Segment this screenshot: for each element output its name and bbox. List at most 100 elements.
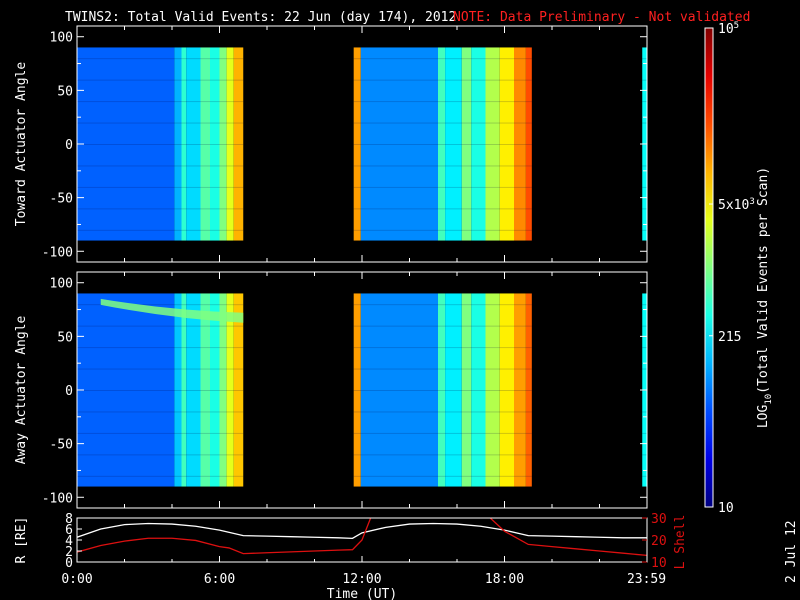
y-tick-label: 4	[65, 534, 73, 549]
heatmap-column	[445, 47, 462, 241]
heatmap-column	[353, 293, 361, 487]
x-tick-label: 12:00	[342, 572, 381, 587]
heatmap-striation	[77, 229, 244, 231]
heatmap-column	[77, 47, 175, 241]
lshell-line	[77, 518, 647, 557]
heatmap-striation	[77, 144, 244, 145]
colorbar-tick-label: 5x103	[718, 197, 755, 213]
heatmap-column	[174, 47, 182, 241]
colorbar-tick-label: 105	[718, 21, 739, 37]
heatmap-column	[461, 293, 472, 487]
heatmap-striation	[353, 475, 532, 477]
heatmap-striation	[77, 390, 244, 391]
heatmap-column	[514, 293, 526, 487]
x-tick-label: 23:59	[627, 572, 666, 587]
heatmap-column	[445, 293, 462, 487]
heatmap-column	[499, 47, 514, 241]
heatmap-striation	[642, 101, 647, 103]
heatmap-striation	[642, 454, 647, 456]
heatmap-striation	[353, 454, 532, 456]
heatmap-column	[226, 47, 234, 241]
heatmap-striation	[77, 411, 244, 413]
heatmap-striation	[642, 122, 647, 124]
heatmap-striation	[77, 432, 244, 434]
colorbar-tick-exponent: 5	[734, 21, 739, 31]
heatmap-striation	[77, 475, 244, 477]
heatmap-column	[219, 293, 227, 487]
colorbar-label-sub: 10	[764, 394, 774, 405]
colorbar-label-main: LOG	[756, 405, 771, 429]
heatmap-column	[438, 293, 446, 487]
heatmap-column	[174, 293, 182, 487]
toward-heatmap-panel: 100 50 0 -50 -100 Toward Actuator Angle	[14, 25, 648, 263]
heatmap-striation	[353, 58, 532, 60]
colorbar-tick-exponent: 3	[749, 197, 754, 207]
heatmap-striation	[353, 101, 532, 103]
x-tick-label: 6:00	[204, 572, 235, 587]
heatmap-column	[485, 293, 500, 487]
heatmap-striation	[642, 475, 647, 477]
heatmap-striation	[642, 79, 647, 81]
heatmap-column	[200, 293, 210, 487]
header: TWINS2: Total Valid Events: 22 Jun (day …	[65, 10, 750, 25]
heatmap-striation	[353, 304, 532, 306]
heatmap-striation	[642, 208, 647, 210]
y-tick-label: 6	[65, 523, 73, 538]
y-tick-label: 0	[65, 138, 73, 153]
heatmap-striation	[642, 368, 647, 370]
y-tick-label: -100	[42, 491, 73, 506]
y-tick-label: 8	[65, 512, 73, 527]
y-tick-label: 2	[65, 545, 73, 560]
heatmap-column	[181, 47, 187, 241]
heatmap-striation	[642, 347, 647, 349]
colorbar-gradient	[705, 28, 713, 507]
x-tick-label: 0:00	[61, 572, 92, 587]
heatmap-column	[219, 47, 227, 241]
colorbar-label-rest: (Total Valid Events per Scan)	[756, 167, 771, 394]
heatmap-striation	[353, 208, 532, 210]
heatmap-striation	[353, 165, 532, 167]
y2-tick-label: 20	[651, 534, 667, 549]
heatmap-striation	[353, 186, 532, 188]
heatmap-column	[485, 47, 500, 241]
heatmap-column	[461, 47, 472, 241]
heatmap-striation	[77, 454, 244, 456]
colorbar-tick-label: 215	[718, 330, 741, 345]
y2-tick-label: 10	[651, 556, 667, 571]
y-tick-label: 100	[50, 31, 73, 46]
heatmap-striation	[353, 432, 532, 434]
away-heatmap-panel: 100 50 0 -50 -100 Away Actuator Angle	[14, 271, 648, 509]
heatmap-column	[438, 47, 446, 241]
y-tick-label: 50	[57, 330, 73, 345]
heatmap-striation	[77, 58, 244, 60]
colorbar-label: LOG10(Total Valid Events per Scan)	[756, 167, 774, 428]
heatmap-striation	[77, 186, 244, 188]
heatmap-column	[525, 47, 532, 241]
heatmap-striation	[77, 368, 244, 370]
heatmap-striation	[642, 186, 647, 188]
heatmap-striation	[642, 325, 647, 327]
orbit-lines	[77, 518, 647, 557]
chart-title: TWINS2: Total Valid Events: 22 Jun (day …	[65, 10, 456, 25]
y-tick-label: 50	[57, 84, 73, 99]
y-tick-label: 100	[50, 277, 73, 292]
heatmap-striation	[642, 411, 647, 413]
heatmap-striation	[353, 347, 532, 349]
heatmap-striation	[353, 79, 532, 81]
heatmap-column	[514, 47, 526, 241]
y-axis-label: Toward Actuator Angle	[14, 62, 29, 227]
y-tick-label: -50	[50, 438, 73, 453]
y-tick-label: 0	[65, 384, 73, 399]
colorbar: 10 215 5x103 105 LOG10(Total Valid Events pe…	[704, 21, 774, 516]
y-tick-label: -100	[42, 245, 73, 260]
y-axis-label: R [RE]	[14, 517, 29, 564]
y-tick-label: 0	[65, 556, 73, 571]
heatmap-striation	[642, 432, 647, 434]
radius-line	[77, 522, 647, 540]
heatmap-striation	[77, 165, 244, 167]
heatmap-striation	[77, 101, 244, 103]
heatmap-striation	[77, 79, 244, 81]
heatmap-column	[186, 293, 201, 487]
